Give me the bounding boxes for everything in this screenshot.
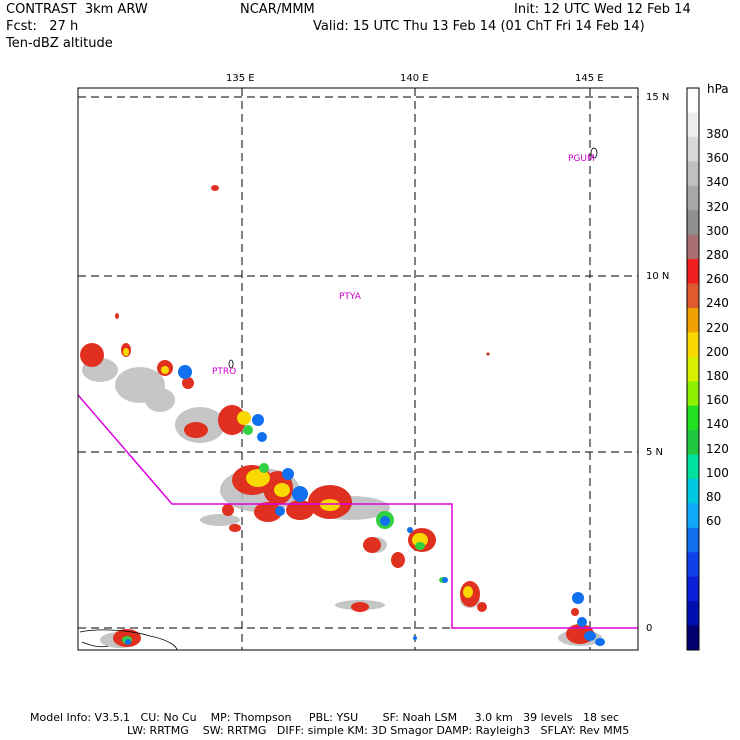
field-name: Ten-dBZ altitude: [6, 36, 113, 51]
colorbar-label: 240: [706, 296, 729, 311]
colorbar-label: 360: [706, 151, 729, 166]
colorbar-label: 140: [706, 417, 729, 432]
colorbar-swatch: [687, 503, 699, 529]
colorbar-swatch: [687, 283, 699, 309]
lon-label-140: 140 E: [400, 73, 429, 84]
lat-label-5: 5 N: [646, 447, 664, 458]
colorbar-swatch: [687, 405, 699, 431]
echo-yellow: [123, 348, 473, 598]
model-info-line2: LW: RRTMG SW: RRTMG DIFF: simple KM: 3D …: [127, 724, 630, 737]
colorbar-label: 80: [706, 490, 722, 504]
colorbar-swatch: [687, 112, 699, 138]
colorbar-frame: [686, 87, 700, 651]
map-frame: [77, 87, 639, 651]
colorbar-swatch: [687, 161, 699, 187]
model-info-line1: Model Info: V3.5.1 CU: No Cu MP: Thompso…: [30, 711, 620, 724]
colorbar-label: 120: [706, 441, 729, 456]
station-ptro: PTRO: [212, 367, 236, 377]
colorbar-swatch: [687, 527, 699, 553]
colorbar-swatch: [687, 454, 699, 480]
colorbar-swatch: [687, 381, 699, 407]
colorbar-swatch: [687, 356, 699, 382]
lon-label-135: 135 E: [226, 73, 255, 84]
colorbar-swatch: [687, 136, 699, 162]
colorbar-swatch: [687, 332, 699, 358]
colorbar-swatch: [687, 259, 699, 284]
colorbar: [686, 87, 700, 651]
lon-label-145: 145 E: [575, 73, 604, 84]
colorbar-unit: hPa: [707, 82, 729, 96]
colorbar-swatch: [687, 185, 699, 211]
colorbar-swatch: [687, 210, 699, 236]
station-pgum: PGUM: [568, 154, 595, 164]
echo-blue: [125, 365, 605, 646]
colorbar-swatch: [687, 601, 699, 627]
graticule: [78, 88, 638, 650]
colorbar-label: 260: [706, 272, 729, 287]
valid-time: Valid: 15 UTC Thu 13 Feb 14 (01 ChT Fri …: [313, 19, 645, 34]
colorbar-label: 320: [706, 199, 729, 214]
colorbar-swatch: [687, 552, 699, 578]
coastlines: [79, 147, 598, 650]
colorbar-label: 100: [706, 465, 729, 480]
model-title: CONTRAST 3km ARW: [6, 2, 148, 17]
colorbar-swatch: [687, 576, 699, 602]
colorbar-label: 340: [706, 175, 729, 190]
colorbar-label: 280: [706, 248, 729, 262]
colorbar-label: 180: [706, 369, 729, 383]
colorbar-swatch: [687, 88, 699, 113]
colorbar-swatch: [687, 307, 699, 333]
echo-red: [80, 185, 594, 647]
echo-green: [122, 425, 447, 644]
init-time: Init: 12 UTC Wed 12 Feb 14: [514, 2, 691, 17]
station-ptya: PTYA: [339, 292, 362, 302]
colorbar-swatch: [687, 430, 699, 456]
lat-label-0: 0: [646, 623, 653, 634]
colorbar-label: 200: [706, 344, 729, 359]
forecast-hour: Fcst: 27 h: [6, 19, 79, 34]
colorbar-label: 220: [706, 320, 729, 335]
lat-label-15: 15 N: [646, 92, 670, 103]
colorbar-label: 380: [706, 127, 729, 141]
lat-label-10: 10 N: [646, 271, 670, 282]
colorbar-label: 160: [706, 393, 729, 408]
colorbar-swatch: [687, 478, 699, 504]
colorbar-swatch: [687, 234, 699, 260]
fir-boundary: [78, 394, 638, 629]
station-labels: PGUM PTYA PTRO: [212, 154, 595, 377]
colorbar-label: 300: [706, 223, 729, 238]
colorbar-swatch: [687, 625, 699, 651]
colorbar-label: 60: [706, 514, 722, 529]
org-label: NCAR/MMM: [240, 2, 315, 17]
